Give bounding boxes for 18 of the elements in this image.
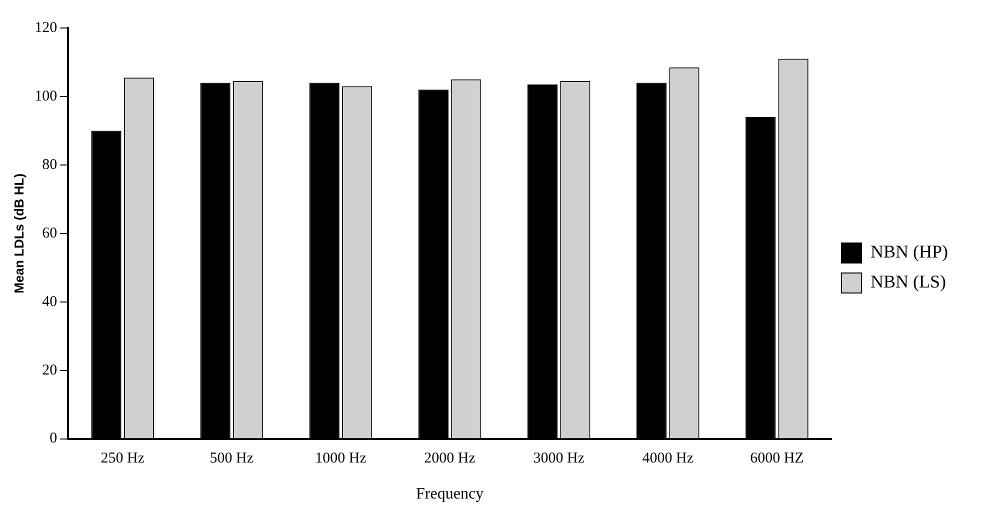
x-tick-label: 2000 Hz: [424, 450, 476, 467]
legend-label: NBN (LS): [870, 272, 946, 292]
y-tick-label: 20: [42, 362, 58, 378]
y-tick-label: 120: [34, 20, 58, 36]
y-tick-label: 40: [42, 294, 58, 310]
legend-label: NBN (HP): [870, 242, 948, 262]
x-tick-label: 6000 HZ: [750, 450, 804, 467]
x-tick-label: 3000 Hz: [533, 450, 585, 467]
y-tick-label: 80: [42, 156, 58, 173]
y-axis-title: Mean LDLs (dB HL): [11, 173, 26, 294]
y-tick-label: 0: [50, 430, 58, 447]
x-tick-label: 1000 Hz: [315, 450, 367, 467]
x-tick-label: 4000 Hz: [642, 450, 694, 467]
x-tick-label: 500 Hz: [210, 450, 254, 467]
x-tick-label: 250 Hz: [100, 450, 145, 467]
x-axis-title: Frequency: [416, 486, 484, 503]
y-tick-label: 60: [42, 225, 58, 242]
y-tick-label: 100: [34, 88, 58, 104]
